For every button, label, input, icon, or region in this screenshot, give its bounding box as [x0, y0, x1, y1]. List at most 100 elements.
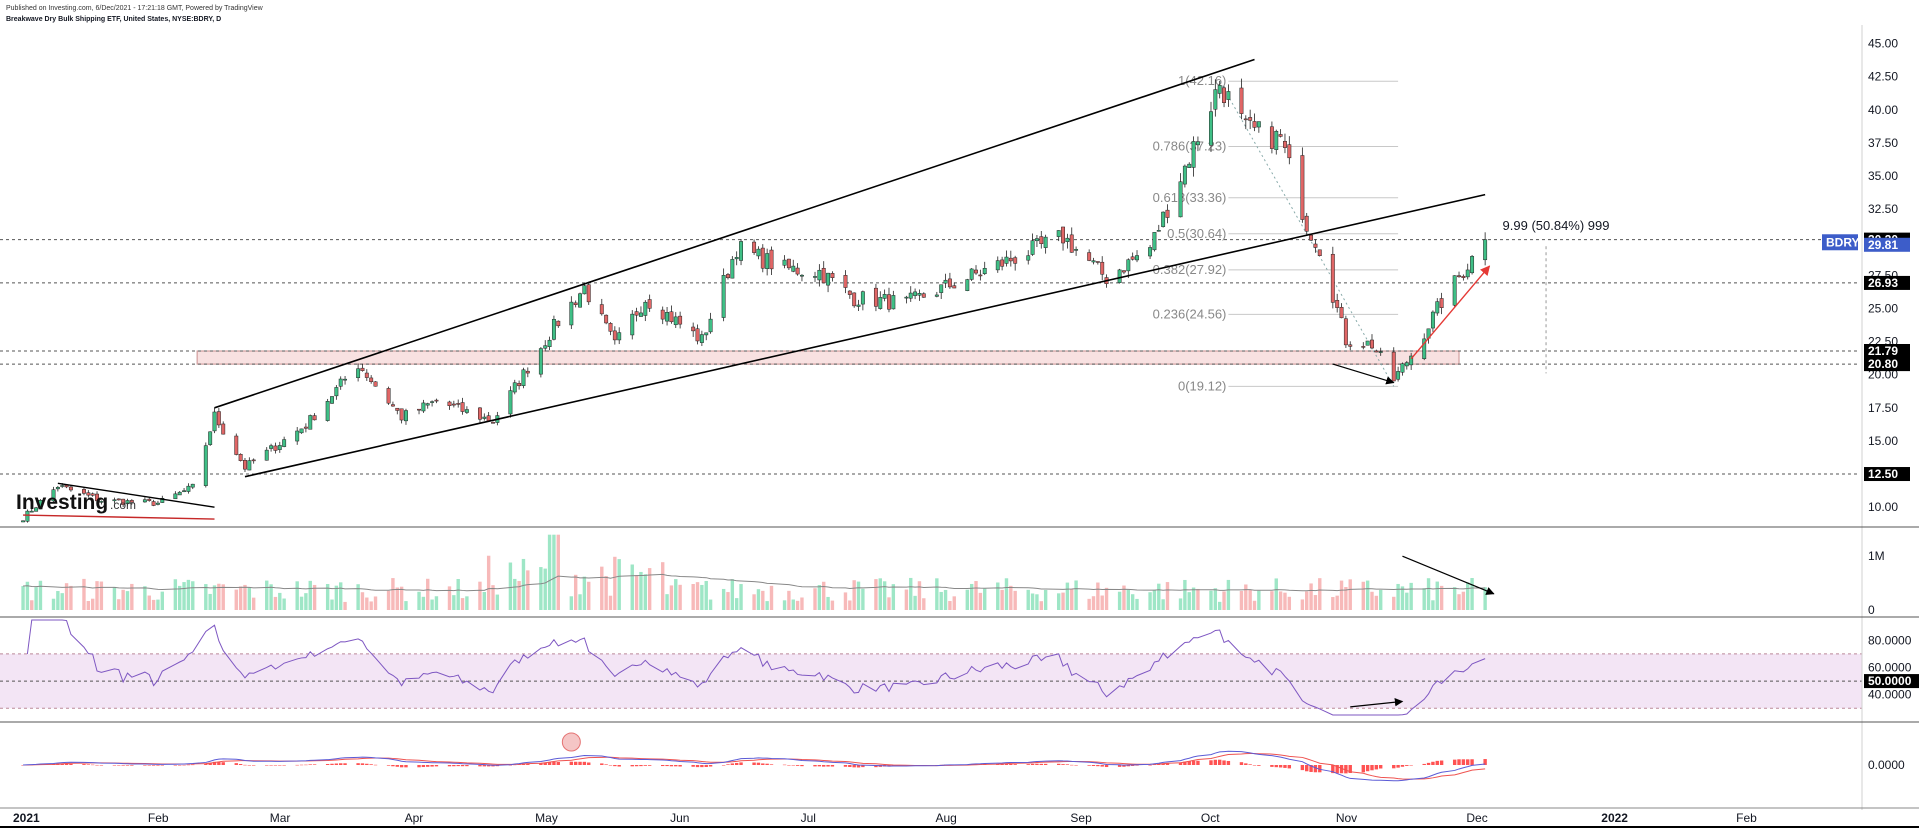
volume-bar	[1305, 591, 1309, 610]
volume-bar	[334, 585, 339, 610]
volume-bar	[360, 592, 365, 610]
volume-bar	[426, 578, 430, 610]
macd-histogram-bar	[1222, 760, 1226, 765]
macd-histogram-bar	[121, 765, 125, 766]
volume-bar	[1426, 578, 1431, 610]
candle-body	[99, 501, 104, 503]
candle-body	[190, 483, 195, 488]
candle-body	[1304, 215, 1309, 232]
volume-tick-label: 1M	[1868, 549, 1885, 563]
price-tick-label: 35.00	[1868, 169, 1898, 183]
candle-body	[608, 323, 613, 332]
macd-histogram-bar	[99, 765, 104, 766]
macd-histogram-bar	[634, 765, 639, 767]
volume-bar	[1009, 585, 1013, 610]
candle-body	[969, 268, 974, 280]
macd-histogram-bar	[700, 765, 704, 768]
macd-histogram-bar	[404, 765, 408, 768]
candle-body	[303, 426, 308, 429]
macd-histogram-bar	[852, 765, 856, 768]
candle-body	[369, 377, 374, 383]
volume-bar	[269, 584, 273, 610]
macd-histogram-bar	[1331, 765, 1335, 774]
macd-histogram-bar	[1313, 765, 1318, 773]
macd-histogram-bar	[1013, 764, 1017, 765]
candle-body	[55, 487, 60, 490]
volume-bar	[1026, 589, 1030, 610]
macd-histogram-bar	[691, 765, 695, 767]
candle-body	[330, 396, 334, 404]
volume-bar	[1035, 594, 1039, 610]
volume-bar	[1187, 592, 1191, 610]
macd-histogram-bar	[269, 765, 273, 766]
candle-body	[852, 292, 857, 307]
macd-histogram-bar	[674, 765, 678, 767]
price-tick-label: 42.50	[1868, 70, 1898, 84]
volume-bar	[1318, 578, 1322, 610]
volume-bar	[1056, 593, 1061, 610]
candle-body	[1130, 256, 1135, 260]
macd-histogram-bar	[426, 765, 430, 767]
macd-histogram-bar	[587, 762, 591, 765]
volume-bar	[1226, 579, 1231, 610]
candle-body	[830, 273, 835, 278]
symbol-tag-box	[1822, 234, 1858, 251]
candle-body	[1243, 118, 1248, 121]
candle-body	[1039, 236, 1044, 245]
candle-body	[1269, 126, 1274, 149]
candle-body	[1287, 144, 1292, 159]
volume-bar	[482, 591, 487, 610]
candle-body	[1095, 261, 1100, 263]
price-tick-label: 10.00	[1868, 500, 1898, 514]
volume-bar	[691, 584, 695, 610]
candle-body	[364, 372, 369, 378]
macd-histogram-bar	[1165, 763, 1170, 765]
macd-histogram-bar	[1126, 765, 1131, 767]
candle-body	[543, 345, 548, 349]
candle-body	[425, 403, 430, 406]
candle-body	[1034, 238, 1039, 242]
macd-histogram-bar	[1065, 764, 1070, 765]
candle-body	[1217, 85, 1222, 94]
volume-bar	[1030, 593, 1035, 610]
published-line: Published on Investing.com, 6/Dec/2021 -…	[6, 5, 263, 12]
macd-histogram-bar	[830, 765, 835, 767]
month-tick-label: Oct	[1201, 811, 1220, 825]
macd-histogram-bar	[330, 763, 334, 765]
macd-histogram-bar	[482, 765, 487, 767]
candle-body	[995, 260, 1000, 271]
price-tag-label: 26.93	[1868, 276, 1898, 290]
candle-body	[25, 510, 30, 522]
volume-bar	[582, 576, 587, 610]
candle-body	[673, 316, 678, 326]
macd-histogram-bar	[817, 765, 822, 767]
volume-bar	[1013, 590, 1017, 610]
volume-bar	[643, 574, 648, 610]
candle-body	[604, 314, 609, 324]
macd-histogram-bar	[1030, 763, 1035, 765]
macd-histogram-bar	[1000, 763, 1004, 765]
macd-histogram-bar	[1244, 763, 1248, 765]
volume-bar	[761, 590, 765, 610]
candle-body	[116, 498, 121, 501]
volume-bar	[399, 586, 404, 610]
volume-bar	[486, 555, 491, 610]
volume-bar	[51, 598, 56, 610]
macd-histogram-bar	[739, 762, 743, 765]
candle-body	[68, 486, 73, 491]
volume-bar	[1039, 601, 1043, 610]
month-tick-label: Apr	[405, 811, 424, 825]
candle-body	[216, 411, 221, 426]
volume-bar	[1135, 598, 1139, 610]
price-tick-label: 40.00	[1868, 103, 1898, 117]
candle-body	[1156, 230, 1161, 232]
candle-body	[1400, 363, 1405, 373]
macd-histogram-bar	[82, 764, 86, 765]
candle-body	[421, 402, 426, 412]
volume-bar	[1217, 601, 1222, 610]
candle-body	[730, 259, 735, 279]
macd-histogram-bar	[1283, 765, 1287, 768]
volume-bar	[704, 581, 708, 610]
